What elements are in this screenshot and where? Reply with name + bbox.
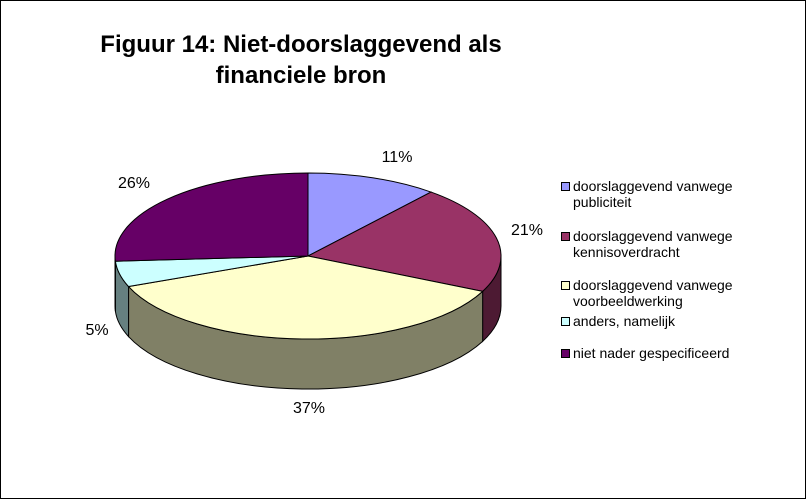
legend-label: niet nader gespecificeerd [573,345,730,361]
data-label: 21% [511,222,543,239]
legend-label: anders, namelijk [573,313,675,329]
legend-swatch [561,317,570,326]
chart-title: Figuur 14: Niet-doorslaggevend als finan… [100,31,502,89]
legend-label: doorslaggevend vanwege voorbeeldwerking [573,277,733,309]
legend-item: anders, namelijk [561,313,746,329]
legend-swatch [561,182,570,191]
legend-swatch [561,281,570,290]
slice [114,172,309,262]
legend-item: niet nader gespecificeerd [561,345,746,361]
data-label: 5% [85,322,108,339]
legend-swatch [561,232,570,241]
data-label: 37% [293,400,325,417]
legend-item: doorslaggevend vanwege kennisoverdracht [561,228,746,260]
data-label: 11% [382,149,413,166]
slice [307,172,433,257]
slice [127,255,484,340]
legend-swatch [561,349,570,358]
legend-label: doorslaggevend vanwege kennisoverdracht [573,228,733,260]
slice [306,191,502,292]
data-label: 26% [118,175,150,192]
legend-item: doorslaggevend vanwege publiciteit [561,178,746,210]
legend-item: doorslaggevend vanwege voorbeeldwerking [561,277,746,309]
legend-label: doorslaggevend vanwege publiciteit [573,178,733,210]
